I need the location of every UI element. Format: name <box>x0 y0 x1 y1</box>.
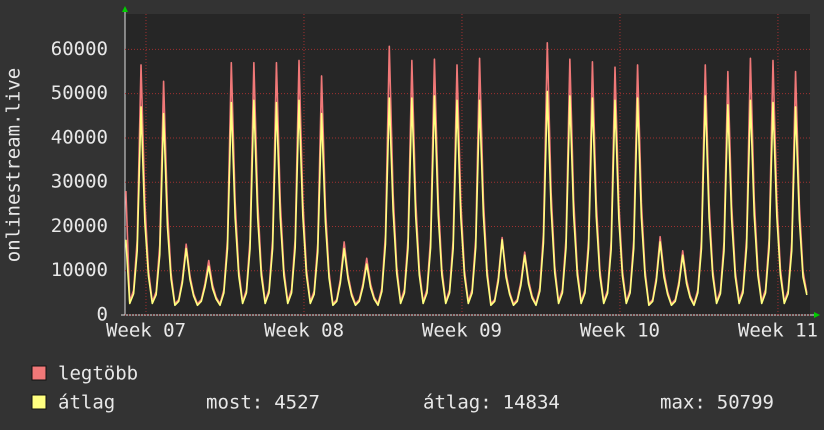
legend-swatch <box>31 365 47 381</box>
y-tick-label: 40000 <box>51 126 108 148</box>
y-tick-label: 10000 <box>51 259 108 281</box>
axis-arrow <box>814 312 820 318</box>
stat-label: átlag: <box>423 392 492 414</box>
y-tick-label: 0 <box>97 304 108 326</box>
y-tick-label: 50000 <box>51 82 108 104</box>
y-tick-label: 60000 <box>51 38 108 60</box>
stat-value: 50799 <box>717 392 774 414</box>
x-tick-label: Week 08 <box>264 320 344 342</box>
stat-label: max: <box>660 392 706 414</box>
plot: 0 10000 20000 30000 40000 50000 60000 Week 07 We… <box>51 14 818 342</box>
stat-value: 4527 <box>274 392 320 414</box>
x-tick-label: Week 10 <box>580 320 660 342</box>
x-tick-label: Week 07 <box>106 320 186 342</box>
y-axis-label: onlinestream.live <box>3 68 25 262</box>
stat-label: most: <box>206 392 263 414</box>
legend-label: legtöbb <box>58 363 138 385</box>
legend-label: átlag <box>58 392 115 414</box>
stat-value: 14834 <box>503 392 560 414</box>
legend: legtöbb átlag most: 4527 átlag: 14834 max: 5079… <box>31 363 774 414</box>
y-tick-label: 30000 <box>51 171 108 193</box>
y-tick-label: 20000 <box>51 215 108 237</box>
x-tick-label: Week 09 <box>422 320 502 342</box>
x-tick-label: Week 11 <box>738 320 818 342</box>
axis-arrow <box>122 6 128 12</box>
legend-swatch <box>31 394 47 410</box>
series-line <box>125 90 808 307</box>
